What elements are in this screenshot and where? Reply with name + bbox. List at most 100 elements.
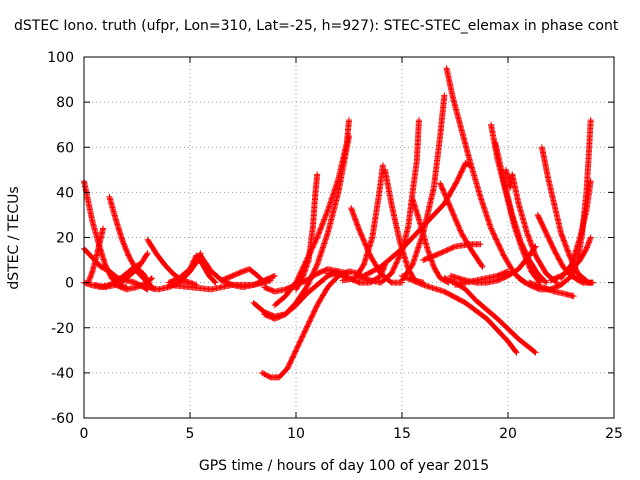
series-pass-ab xyxy=(409,196,452,286)
data-point xyxy=(143,251,150,258)
x-tick-label: 25 xyxy=(605,426,623,442)
data-point xyxy=(298,334,305,341)
data-point xyxy=(301,328,308,335)
data-point xyxy=(512,348,519,355)
y-tick-label: 40 xyxy=(56,185,74,201)
x-axis-label: GPS time / hours of day 100 of year 2015 xyxy=(199,458,489,474)
data-point xyxy=(317,225,324,232)
y-tick-label: -60 xyxy=(51,411,74,427)
data-point xyxy=(270,273,277,280)
data-point xyxy=(312,265,319,272)
data-point xyxy=(310,309,317,316)
series-pass-m xyxy=(165,272,278,293)
data-point xyxy=(298,336,305,343)
data-point xyxy=(418,281,425,288)
data-point xyxy=(310,310,317,317)
series-pass-ar xyxy=(558,178,594,282)
data-point xyxy=(388,270,395,277)
data-point xyxy=(393,260,400,267)
data-point xyxy=(308,314,315,321)
data-point xyxy=(311,307,318,314)
data-point xyxy=(295,342,302,349)
chart-title: dSTEC Iono. truth (ufpr, Lon=310, Lat=-2… xyxy=(14,18,619,34)
data-point xyxy=(301,329,308,336)
data-point xyxy=(322,212,329,219)
data-point xyxy=(587,178,594,185)
data-point xyxy=(318,224,325,231)
x-tick-label: 10 xyxy=(287,426,305,442)
data-point xyxy=(396,253,403,260)
data-point xyxy=(318,222,325,229)
data-point xyxy=(450,244,457,251)
data-point xyxy=(531,348,538,355)
data-point xyxy=(311,266,318,273)
data-point xyxy=(297,337,304,344)
series-pass-b xyxy=(81,245,151,293)
data-point xyxy=(303,284,310,291)
series-pass-d xyxy=(85,225,107,286)
data-point xyxy=(323,211,330,218)
series-pass-q xyxy=(259,268,363,381)
data-point xyxy=(394,256,401,263)
data-point xyxy=(319,220,326,227)
data-point xyxy=(311,267,318,274)
series-pass-ad xyxy=(437,180,486,270)
data-point xyxy=(303,324,310,331)
data-point xyxy=(297,338,304,345)
series-pass-as xyxy=(568,272,596,286)
series-pass-r xyxy=(271,117,352,309)
axis-ticks: 0 5 10 15 20 25 -60 -40 -20 0 20 40 60 80 100 xyxy=(47,50,623,442)
data-point xyxy=(313,264,320,271)
data-point xyxy=(307,317,314,324)
data-point xyxy=(299,333,306,340)
data-point xyxy=(315,231,322,238)
data-point xyxy=(100,225,107,232)
data-point xyxy=(315,230,322,237)
data-point xyxy=(294,344,301,351)
data-point xyxy=(296,339,303,346)
data-point xyxy=(307,315,314,322)
series-pass-ak xyxy=(492,139,550,286)
data-point xyxy=(314,234,321,241)
data-point xyxy=(314,233,321,240)
data-point xyxy=(366,276,373,283)
data-point xyxy=(300,332,307,339)
data-point xyxy=(477,241,484,248)
series-pass-af xyxy=(441,275,539,356)
data-point xyxy=(313,262,320,269)
data-point xyxy=(314,171,321,178)
data-point xyxy=(320,217,327,224)
y-tick-label: -40 xyxy=(51,366,74,382)
data-point xyxy=(295,341,302,348)
data-point xyxy=(542,278,549,285)
data-point xyxy=(308,313,315,320)
data-point xyxy=(321,215,328,222)
data-point xyxy=(535,285,542,292)
data-point xyxy=(587,234,594,241)
data-point xyxy=(144,250,151,257)
series-pass-s xyxy=(261,266,342,295)
data-point xyxy=(346,117,352,124)
data-point xyxy=(478,262,485,269)
series-pass-w xyxy=(339,162,386,284)
data-point xyxy=(532,349,539,356)
series-pass-v xyxy=(348,205,405,286)
series-pass-ag xyxy=(420,241,484,264)
data-point xyxy=(390,265,397,272)
x-tick-label: 15 xyxy=(393,426,411,442)
data-point xyxy=(355,279,362,286)
data-point xyxy=(304,282,311,289)
data-point xyxy=(322,213,329,220)
data-point xyxy=(321,216,328,223)
data-point xyxy=(303,326,310,333)
y-tick-label: 60 xyxy=(56,140,74,156)
series-pass-x xyxy=(382,166,427,286)
y-axis-label: dSTEC / TECUs xyxy=(6,186,22,289)
data-point xyxy=(300,331,307,338)
data-point xyxy=(379,162,386,169)
series-pass-ae xyxy=(399,272,520,356)
data-point xyxy=(323,210,330,217)
x-tick-label: 0 xyxy=(80,426,89,442)
series-pass-am xyxy=(538,144,592,286)
